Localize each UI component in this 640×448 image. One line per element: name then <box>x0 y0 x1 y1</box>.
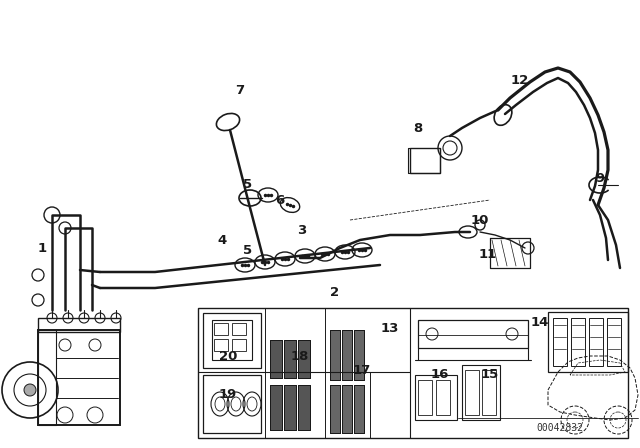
Text: 12: 12 <box>511 73 529 86</box>
Bar <box>270 385 282 430</box>
Bar <box>482 370 496 415</box>
Text: 15: 15 <box>481 367 499 380</box>
Bar <box>465 370 479 415</box>
Bar <box>298 340 310 378</box>
Circle shape <box>24 384 36 396</box>
Text: 5: 5 <box>243 244 253 257</box>
Text: 5: 5 <box>243 178 253 191</box>
Bar <box>298 385 310 430</box>
Bar <box>342 385 352 433</box>
Bar <box>214 323 228 335</box>
Bar <box>342 385 352 433</box>
Text: 19: 19 <box>219 388 237 401</box>
Text: 10: 10 <box>471 214 489 227</box>
Bar <box>198 308 628 438</box>
Text: 11: 11 <box>479 249 497 262</box>
Text: 13: 13 <box>381 322 399 335</box>
Bar <box>38 318 120 332</box>
Bar <box>214 339 228 351</box>
Bar <box>232 339 246 351</box>
Text: 17: 17 <box>353 363 371 376</box>
Text: 18: 18 <box>291 349 309 362</box>
Bar <box>415 375 457 420</box>
Bar <box>212 320 252 360</box>
Bar <box>354 330 364 380</box>
Bar <box>342 330 352 380</box>
Text: 8: 8 <box>413 121 422 134</box>
Text: 4: 4 <box>218 233 227 246</box>
Bar <box>270 340 282 378</box>
Bar <box>330 330 340 380</box>
Bar <box>589 318 603 366</box>
Bar <box>553 318 567 366</box>
Bar <box>330 330 340 380</box>
Bar <box>270 385 282 430</box>
Bar <box>354 330 364 380</box>
Bar <box>232 323 246 335</box>
Text: 1: 1 <box>37 241 47 254</box>
Bar <box>330 385 340 433</box>
Bar <box>284 340 296 378</box>
Bar <box>354 385 364 433</box>
Text: 14: 14 <box>531 315 549 328</box>
Text: 3: 3 <box>298 224 307 237</box>
Bar <box>418 380 432 415</box>
Text: 16: 16 <box>431 367 449 380</box>
Text: 00042832: 00042832 <box>536 423 584 433</box>
Bar <box>284 340 296 378</box>
Bar <box>548 312 628 372</box>
Bar <box>298 340 310 378</box>
Bar <box>330 385 340 433</box>
Bar <box>284 385 296 430</box>
Bar <box>298 385 310 430</box>
Bar <box>571 318 585 366</box>
Bar <box>436 380 450 415</box>
Text: 9: 9 <box>595 172 605 185</box>
Text: 7: 7 <box>236 83 244 96</box>
Bar <box>342 330 352 380</box>
Bar <box>284 385 296 430</box>
Text: 20: 20 <box>219 349 237 362</box>
Bar <box>410 148 440 173</box>
Bar <box>418 320 528 348</box>
Bar <box>203 313 261 368</box>
Bar <box>462 365 500 420</box>
Bar <box>203 375 261 433</box>
Bar <box>607 318 621 366</box>
Bar <box>270 340 282 378</box>
Text: 2: 2 <box>330 285 340 298</box>
Text: 6: 6 <box>275 194 285 207</box>
Bar <box>38 330 120 425</box>
Bar <box>354 385 364 433</box>
Bar <box>38 330 56 425</box>
